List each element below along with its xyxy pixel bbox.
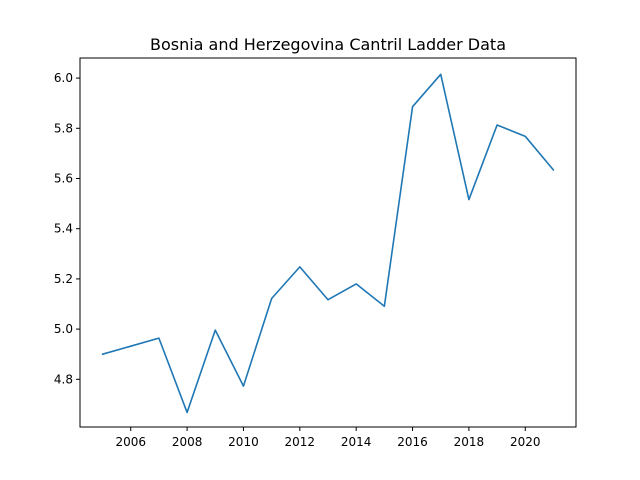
- plot-area-frame: [79, 57, 577, 428]
- series-line: [101, 73, 555, 414]
- y-tick-label: 6.0: [54, 71, 73, 85]
- x-tick-label: 2006: [115, 435, 146, 449]
- x-tick-label: 2010: [228, 435, 259, 449]
- x-tick-label: 2014: [341, 435, 372, 449]
- x-tick-label: 2020: [510, 435, 541, 449]
- series-layer: [101, 73, 555, 414]
- y-tick-label: 5.6: [54, 171, 73, 185]
- y-tick-label: 5.4: [54, 222, 73, 236]
- y-tick-label: 4.8: [54, 372, 73, 386]
- x-axis-ticks: 2006 2008 2010 2012 2014 2016 2018 2020: [115, 427, 541, 449]
- y-tick-label: 5.8: [54, 121, 73, 135]
- x-tick-label: 2008: [172, 435, 203, 449]
- y-tick-label: 5.0: [54, 322, 73, 336]
- y-axis-ticks: 4.8 5.0 5.2 5.4 5.6 5.8 6.0: [54, 71, 80, 386]
- y-tick-label: 5.2: [54, 272, 73, 286]
- chart-title: Bosnia and Herzegovina Cantril Ladder Da…: [150, 35, 506, 54]
- x-tick-label: 2016: [397, 435, 428, 449]
- x-tick-label: 2012: [285, 435, 316, 449]
- x-tick-label: 2018: [454, 435, 485, 449]
